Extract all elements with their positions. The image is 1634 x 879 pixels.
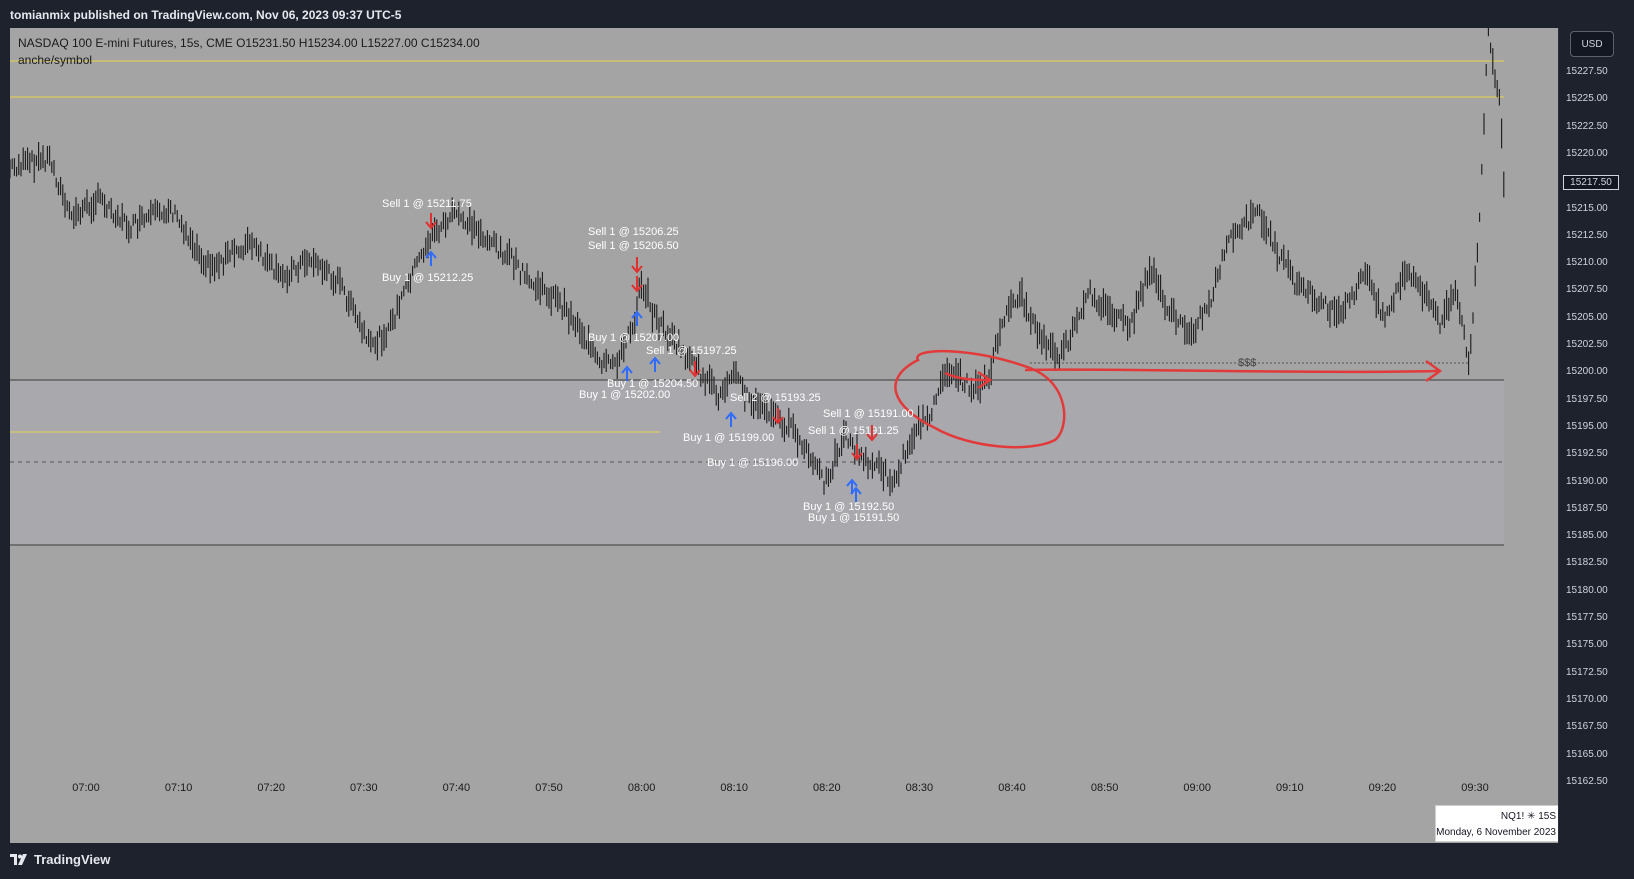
time-tick-label: 08:30 [905, 782, 934, 794]
published-by-text: tomianmix published on TradingView.com, … [10, 8, 402, 22]
sell-arrow-icon [425, 213, 437, 230]
price-tick-label: 15195.00 [1566, 420, 1608, 432]
price-tick-label: 15192.50 [1566, 448, 1608, 460]
chart-pane[interactable]: $$$ Sell 1 @ 15211.75 Buy 1 @ 15212.25 S… [10, 28, 1568, 843]
watermark-date: Monday, 6 November 2023 [1436, 827, 1556, 838]
trade-label: Buy 1 @ 15196.00 [707, 457, 798, 469]
price-tick-label: 15185.00 [1566, 530, 1608, 542]
price-tick-label: 15205.00 [1566, 311, 1608, 323]
buy-arrow-icon [425, 250, 437, 266]
liquidity-label: $$$ [1238, 357, 1256, 369]
time-tick-label: 07:10 [164, 782, 193, 794]
price-tick-label: 15210.00 [1566, 257, 1608, 269]
watermark-symbol: NQ1! ✳ 15S [1500, 811, 1556, 822]
price-tick-label: 15202.50 [1566, 339, 1608, 350]
time-tick-label: 08:20 [813, 782, 841, 794]
footer-bar: TradingView [0, 843, 1634, 879]
trade-label: Sell 2 @ 15193.25 [730, 392, 821, 404]
price-tick-label: 15167.50 [1566, 721, 1608, 733]
time-tick-label: 09:20 [1368, 782, 1397, 794]
price-tick-label: 15172.50 [1566, 666, 1608, 678]
current-price-label: 15217.50 [1563, 175, 1619, 190]
trade-label: Sell 1 @ 15206.50 [588, 240, 679, 252]
trade-label: Sell 1 @ 15197.25 [646, 345, 737, 357]
price-tick-label: 15197.50 [1566, 393, 1608, 405]
time-tick-label: 07:20 [257, 782, 285, 794]
indicator-label: anche/symbol [18, 53, 93, 67]
trade-label: Buy 1 @ 15191.50 [808, 512, 899, 524]
candles-group [10, 28, 1505, 497]
currency-button[interactable]: USD [1570, 31, 1614, 57]
time-tick-label: 09:00 [1183, 782, 1211, 794]
hand-drawn-arrow-small[interactable] [944, 371, 989, 382]
time-tick-label: 07:50 [535, 782, 563, 794]
time-tick-label: 09:30 [1461, 782, 1489, 794]
tradingview-logo[interactable]: TradingView [10, 852, 110, 867]
price-tick-label: 15200.00 [1566, 366, 1608, 378]
time-tick-label: 08:10 [720, 782, 748, 794]
chart-legend: NASDAQ 100 E-mini Futures, 15s, CME O152… [18, 35, 480, 69]
price-tick-label: 15212.50 [1566, 229, 1608, 241]
price-tick-label: 15222.50 [1566, 120, 1608, 132]
time-tick-label: 07:30 [350, 782, 378, 794]
trade-label: Buy 1 @ 15202.00 [579, 389, 670, 401]
symbol-ohlc-line: NASDAQ 100 E-mini Futures, 15s, CME O152… [18, 36, 480, 50]
price-tick-label: 15215.00 [1566, 202, 1608, 214]
price-scale[interactable] [1558, 28, 1624, 843]
publish-header: tomianmix published on TradingView.com, … [0, 0, 1634, 28]
price-tick-label: 15225.00 [1566, 93, 1608, 105]
tradingview-logo-icon [10, 853, 27, 865]
buy-arrow-icon [631, 310, 643, 326]
trade-label: Buy 1 @ 15212.25 [382, 272, 473, 284]
price-tick-label: 15162.50 [1566, 775, 1608, 787]
sell-arrow-icon [631, 276, 643, 293]
price-tick-label: 15207.50 [1566, 284, 1608, 296]
sell-arrow-icon [851, 444, 863, 461]
buy-arrow-icon [621, 365, 633, 381]
trade-label: Sell 1 @ 15211.75 [382, 198, 472, 210]
sell-arrow-icon [689, 361, 701, 378]
trade-label: Sell 1 @ 15191.00 [823, 408, 914, 420]
time-tick-label: 07:40 [442, 782, 471, 794]
price-tick-label: 15177.50 [1566, 612, 1608, 623]
tradingview-brand-text: TradingView [34, 852, 111, 867]
symbol-date-watermark: NQ1! ✳ 15S Monday, 6 November 2023 [1435, 805, 1567, 842]
buy-arrow-icon [725, 411, 737, 427]
trade-label: Sell 1 @ 15191.25 [808, 425, 899, 437]
buy-arrow-icon [649, 356, 661, 372]
sell-arrow-icon [631, 257, 643, 274]
sell-arrow-icon [772, 408, 784, 425]
trade-label: Buy 1 @ 15207.00 [588, 332, 679, 344]
time-tick-label: 09:10 [1276, 782, 1304, 794]
price-tick-label: 15182.50 [1566, 557, 1608, 569]
price-chart[interactable]: $$$ Sell 1 @ 15211.75 Buy 1 @ 15212.25 S… [10, 28, 1568, 843]
hand-drawn-arrow-small-head [977, 370, 993, 390]
hand-drawn-ellipse[interactable] [894, 349, 1066, 449]
time-tick-label: 08:50 [1090, 782, 1119, 794]
price-tick-label: 15175.00 [1566, 639, 1608, 651]
trade-label: Sell 1 @ 15206.25 [588, 226, 679, 238]
trade-label: Buy 1 @ 15204.50 [607, 378, 698, 390]
price-tick-label: 15165.00 [1566, 748, 1608, 760]
trade-label: Buy 1 @ 15192.50 [803, 501, 894, 513]
sell-arrow-icon [866, 425, 878, 442]
price-tick-label: 15227.50 [1566, 66, 1608, 77]
price-tick-label: 15220.00 [1566, 147, 1608, 159]
price-tick-label: 15190.00 [1566, 475, 1608, 487]
trade-markers: Sell 1 @ 15211.75 Buy 1 @ 15212.25 Sell … [382, 198, 914, 524]
time-tick-label: 07:00 [72, 782, 100, 794]
time-tick-label: 08:40 [998, 782, 1026, 794]
hand-drawn-arrow-long-head [1425, 359, 1443, 383]
price-tick-label: 15187.50 [1566, 502, 1608, 514]
trade-label: Buy 1 @ 15199.00 [683, 432, 774, 444]
hand-drawn-arrow-long[interactable] [1024, 368, 1439, 374]
buy-arrow-icon [850, 486, 862, 502]
price-tick-label: 15170.00 [1566, 693, 1608, 705]
time-tick-label: 08:00 [627, 782, 656, 794]
price-tick-label: 15180.00 [1566, 584, 1608, 596]
